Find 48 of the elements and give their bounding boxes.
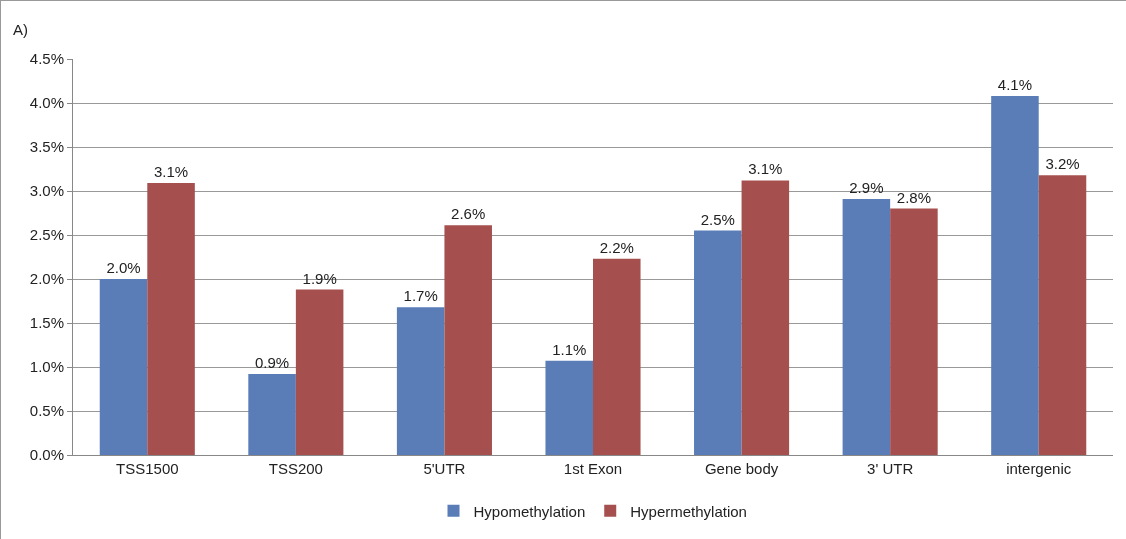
data-label: 1.1% bbox=[552, 340, 587, 358]
y-tick-label: 4.5% bbox=[29, 50, 64, 68]
y-tick-label: 3.5% bbox=[29, 138, 64, 156]
bar bbox=[295, 289, 344, 455]
y-tick-label: 3.0% bbox=[29, 182, 64, 200]
x-tick-label: TSS200 bbox=[268, 460, 323, 477]
x-tick-label: TSS1500 bbox=[116, 460, 179, 477]
bar bbox=[694, 230, 742, 455]
data-label: 3.2% bbox=[1045, 155, 1080, 173]
data-label: 0.9% bbox=[254, 354, 290, 372]
x-tick-label: Gene body bbox=[704, 460, 779, 477]
bar bbox=[444, 225, 492, 455]
data-label: 3.1% bbox=[748, 160, 783, 178]
bar bbox=[593, 258, 641, 455]
bar bbox=[991, 95, 1039, 455]
bar bbox=[1038, 175, 1087, 455]
bar bbox=[396, 307, 445, 455]
x-tick-label: 3' UTR bbox=[867, 460, 914, 477]
data-label: 4.1% bbox=[997, 75, 1033, 93]
legend-label: Hypermethylation bbox=[630, 502, 747, 520]
data-label: 1.9% bbox=[302, 269, 337, 287]
legend-label: Hypomethylation bbox=[473, 502, 586, 520]
data-label: 2.0% bbox=[106, 259, 141, 276]
y-tick-label: 0.5% bbox=[29, 402, 64, 420]
data-label: 2.8% bbox=[896, 188, 932, 206]
bar bbox=[545, 360, 593, 455]
y-tick-label: 0.0% bbox=[29, 446, 64, 464]
data-label: 2.2% bbox=[599, 238, 634, 256]
bar bbox=[741, 180, 790, 455]
y-tick-label: 4.0% bbox=[29, 94, 64, 112]
x-tick-label: intergenic bbox=[1006, 460, 1072, 477]
bar bbox=[890, 208, 938, 455]
y-tick-label: 2.0% bbox=[29, 270, 64, 288]
data-label: 2.5% bbox=[700, 210, 735, 228]
data-label: 1.7% bbox=[403, 287, 438, 305]
y-tick-label: 2.5% bbox=[29, 226, 64, 244]
data-label: 2.6% bbox=[451, 205, 486, 223]
text: A) bbox=[13, 21, 28, 38]
y-tick-label: 1.0% bbox=[29, 358, 64, 376]
bar bbox=[842, 198, 891, 455]
bar bbox=[99, 279, 148, 455]
x-tick-label: 5'UTR bbox=[423, 460, 466, 477]
y-tick-label: 1.5% bbox=[29, 314, 64, 332]
data-label: 3.1% bbox=[153, 163, 189, 181]
x-tick-label: 1st Exon bbox=[563, 460, 623, 477]
bar bbox=[248, 374, 296, 455]
data-label: 2.9% bbox=[849, 178, 884, 196]
bar bbox=[147, 183, 195, 455]
